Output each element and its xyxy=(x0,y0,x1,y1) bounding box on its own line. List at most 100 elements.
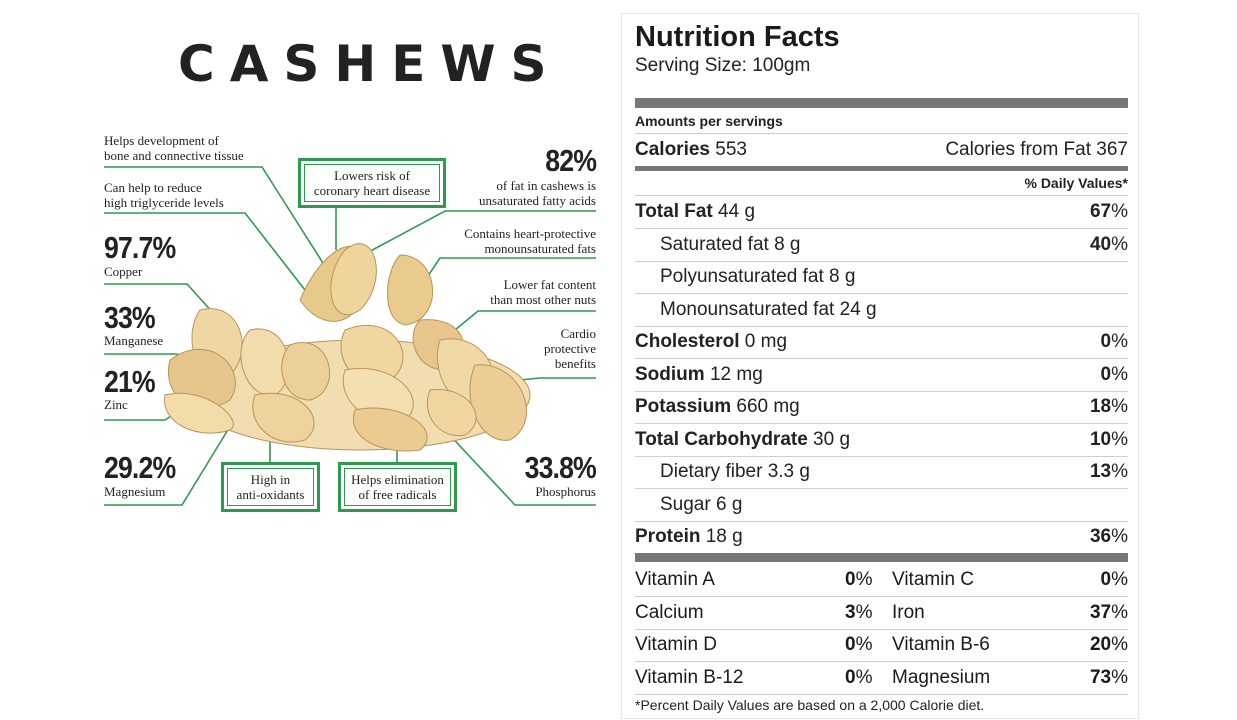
daily-value-sign: % xyxy=(1111,396,1128,417)
vitamin-pct-right-sign: % xyxy=(1111,601,1128,623)
nutrient-row: Total Carbohydrate 30 g 10% xyxy=(635,424,1128,457)
nutrient-label: Sugar 6 g xyxy=(635,494,742,515)
vitamin-pct-right-sign: % xyxy=(1111,666,1128,688)
nutrient-daily-value: 18% xyxy=(1090,391,1128,423)
vitamin-name-right: Vitamin B-6 xyxy=(892,634,990,655)
medium-divider xyxy=(635,166,1128,171)
phosphorus-label: Phosphorus xyxy=(535,484,596,499)
vitamin-pct-left: 0% xyxy=(845,564,872,596)
vitamin-pct-left-number: 3 xyxy=(845,601,856,623)
free-radicals-box-line1: Helps elimination xyxy=(351,472,444,487)
zinc-stat: 21% xyxy=(104,364,156,399)
daily-value-sign: % xyxy=(1111,363,1128,385)
vitamin-row: Calcium 3% Iron 37% xyxy=(635,597,1128,630)
manganese-label: Manganese xyxy=(104,333,164,348)
daily-value-sign: % xyxy=(1111,201,1128,222)
calories-from-fat: Calories from Fat 367 xyxy=(945,139,1128,160)
nutrient-daily-value: 0% xyxy=(1101,359,1128,391)
nutrient-row: Total Fat 44 g 67% xyxy=(635,196,1128,229)
vitamin-pct-right-number: 37 xyxy=(1089,601,1112,623)
daily-value-sign: % xyxy=(1111,428,1128,450)
nutrition-facts-panel: Nutrition Facts Serving Size: 100gm Amou… xyxy=(621,13,1139,719)
lowfat-line2: than most other nuts xyxy=(490,292,596,307)
vitamin-name-right: Vitamin C xyxy=(892,569,975,590)
daily-value-number: 67 xyxy=(1089,201,1112,222)
calories-row: Calories 553 Calories from Fat 367 xyxy=(635,134,1128,166)
vitamin-pct-left-sign: % xyxy=(855,634,873,655)
nutrient-row: Sodium 12 mg 0% xyxy=(635,359,1128,392)
copper-label: Copper xyxy=(104,264,143,279)
nutrient-label: Monounsaturated fat 24 g xyxy=(635,299,877,320)
triglyceride-annotation: Can help to reduce high triglyceride lev… xyxy=(104,180,224,210)
vitamin-pct-left: 3% xyxy=(845,597,872,629)
daily-value-number: 0 xyxy=(1100,331,1112,352)
nutrient-amount: 44 g xyxy=(712,201,756,222)
vitamin-pct-right-number: 20 xyxy=(1089,634,1112,655)
vitamin-name-right: Magnesium xyxy=(892,666,991,688)
vitamin-pct-right: 0% xyxy=(1101,564,1128,596)
nutrient-row: Sugar 6 g xyxy=(635,489,1128,522)
cashew-infographic: CASHEWS xyxy=(104,35,597,512)
vitamin-pct-right: 20% xyxy=(1090,629,1128,661)
vitamin-pct-right-number: 73 xyxy=(1089,666,1112,688)
nutrient-row: Protein 18 g 36% xyxy=(635,521,1128,554)
lowfat-line1: Lower fat content xyxy=(503,277,596,292)
nutrient-label: Total Fat 44 g xyxy=(635,201,755,222)
phosphorus-stat: 33.8% xyxy=(524,450,597,485)
vitamin-name-left: Vitamin A xyxy=(635,569,715,590)
dv-header-row: % Daily Values* xyxy=(635,171,1128,196)
connector-lines xyxy=(104,166,596,506)
vitamin-pct-left-sign: % xyxy=(855,601,873,623)
nutrient-amount: 660 mg xyxy=(731,396,800,417)
daily-value-number: 10 xyxy=(1089,428,1112,450)
nutrient-amount: 18 g xyxy=(700,526,743,547)
nutrient-name-bold: Potassium xyxy=(635,396,732,417)
calories-label: Calories xyxy=(635,139,710,160)
unsaturated-fat-annotation: of fat in cashews is unsaturated fatty a… xyxy=(479,178,596,208)
nutrient-amount: 30 g xyxy=(807,428,851,450)
vitamin-pct-left-number: 0 xyxy=(845,666,856,688)
vitamin-pct-right-sign: % xyxy=(1111,634,1128,655)
antioxidants-box: High in anti-oxidants xyxy=(221,462,320,512)
vitamin-pct-left-number: 0 xyxy=(845,569,856,590)
nutrient-row: Dietary fiber 3.3 g 13% xyxy=(635,456,1128,489)
nutrient-daily-value: 10% xyxy=(1090,424,1128,456)
daily-value-number: 36 xyxy=(1089,526,1112,547)
nutrient-amount: Polyunsaturated fat 8 g xyxy=(660,266,856,287)
daily-value-number: 40 xyxy=(1089,233,1112,255)
nutrient-name-bold: Total Fat xyxy=(635,201,713,222)
nutrient-label: Polyunsaturated fat 8 g xyxy=(635,266,855,287)
vitamin-row: Vitamin B-12 0% Magnesium 73% xyxy=(635,662,1128,695)
nutrient-amount: 12 mg xyxy=(704,363,763,385)
nutrient-name-bold: Total Carbohydrate xyxy=(635,428,808,450)
vitamin-name-right: Iron xyxy=(892,601,925,623)
daily-value-number: 0 xyxy=(1100,363,1112,385)
nutrient-daily-value: 13% xyxy=(1090,456,1128,488)
daily-value-number: 13 xyxy=(1089,461,1112,482)
nutrient-row: Saturated fat 8 g 40% xyxy=(635,229,1128,262)
vitamin-name-left: Calcium xyxy=(635,601,704,623)
daily-value-sign: % xyxy=(1111,461,1128,482)
cardio-line1: Cardio xyxy=(560,326,596,341)
nutrient-name-bold: Protein xyxy=(635,526,701,547)
triglyceride-annotation-line1: Can help to reduce xyxy=(104,180,202,195)
vitamin-pct-left-number: 0 xyxy=(845,634,856,655)
daily-value-sign: % xyxy=(1111,233,1128,255)
vitamin-pct-right-sign: % xyxy=(1111,569,1128,590)
daily-values-header: % Daily Values* xyxy=(1024,175,1128,191)
coronary-box-line1: Lowers risk of xyxy=(334,168,410,183)
vitamin-pct-left-sign: % xyxy=(855,569,873,590)
nutrient-daily-value: 0% xyxy=(1101,326,1128,358)
lowfat-annotation: Lower fat content than most other nuts xyxy=(490,277,596,307)
nutrient-daily-value: 36% xyxy=(1090,521,1128,553)
nutrition-title: Nutrition Facts xyxy=(635,21,840,53)
bone-annotation-line1: Helps development of xyxy=(104,133,219,148)
nutrient-row: Polyunsaturated fat 8 g xyxy=(635,261,1128,294)
vitamin-pct-left-sign: % xyxy=(855,666,873,688)
thick-divider-bottom xyxy=(635,553,1128,562)
cardio-line3: benefits xyxy=(554,356,596,371)
manganese-stat: 33% xyxy=(104,300,156,335)
unsaturated-fat-line1: of fat in cashews is xyxy=(496,178,596,193)
nutrient-amount: Saturated fat 8 g xyxy=(660,233,801,255)
vitamin-row: Vitamin D 0% Vitamin B-6 20% xyxy=(635,629,1128,662)
